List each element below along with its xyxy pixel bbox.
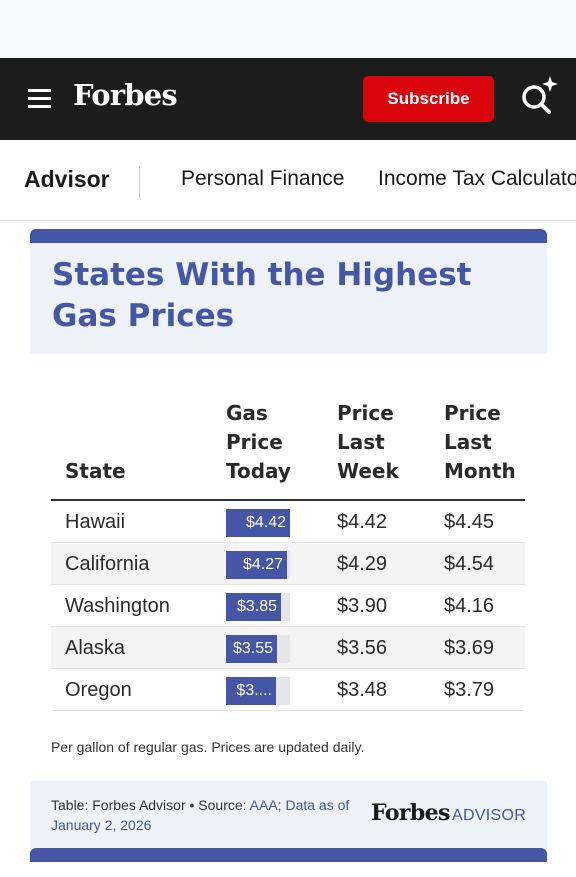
price-last-month-cell: $4.45 — [444, 511, 495, 533]
state-cell: Hawaii — [65, 511, 126, 533]
gas-price-today-label: $3.... — [236, 682, 272, 699]
next-card-top-accent-bar — [30, 848, 547, 862]
price-last-week-cell: $3.48 — [337, 679, 388, 701]
table-row: Alaska $3.55 $3.56 $3.69 — [51, 627, 525, 669]
state-cell: Oregon — [65, 679, 132, 701]
table-header-row: State Gas Price Today Price Last Week Pr… — [51, 400, 525, 501]
price-last-month-cell: $3.69 — [444, 637, 495, 659]
state-cell: Washington — [65, 595, 170, 617]
table-row: Oregon $3.... $3.48 $3.79 — [51, 669, 525, 711]
price-last-month-cell: $4.16 — [444, 595, 495, 617]
column-header-price-last-week: Price Last Week — [337, 401, 399, 483]
gas-price-today-label: $3.55 — [232, 640, 273, 657]
state-cell: Alaska — [65, 637, 126, 659]
subscribe-button[interactable]: Subscribe — [363, 76, 494, 122]
gas-price-today-label: $4.27 — [242, 556, 283, 573]
nav-link-personal-finance[interactable]: Personal Finance — [181, 167, 345, 190]
top-spacer — [0, 0, 576, 58]
card-title: States With the Highest Gas Prices — [52, 257, 472, 334]
gas-price-bar-track: $3.... — [226, 677, 290, 705]
gas-price-bar-track: $3.85 — [226, 593, 290, 621]
masthead: Forbes Subscribe — [0, 58, 576, 140]
gas-price-bar: $4.42 — [226, 509, 290, 537]
forbes-advisor-logo: Forbes — [371, 800, 450, 826]
source-text: Table: Forbes Advisor • Source: AAA; Dat… — [51, 795, 361, 835]
table-row: Washington $3.85 $3.90 $4.16 — [51, 585, 525, 627]
price-last-week-cell: $4.29 — [337, 553, 388, 575]
table-body: Hawaii $4.42 $4.42 $4.45 California $4.27 $4.2… — [51, 501, 525, 711]
gas-price-bar: $4.27 — [226, 551, 287, 579]
price-last-week-cell: $3.56 — [337, 637, 388, 659]
gas-price-today-label: $3.85 — [236, 598, 277, 615]
gas-price-bar: $3.55 — [226, 635, 277, 663]
price-last-month-cell: $3.79 — [444, 679, 495, 701]
table-row: California $4.27 $4.29 $4.54 — [51, 543, 525, 585]
table-footnote: Per gallon of regular gas. Prices are up… — [51, 739, 365, 755]
card-top-accent-bar — [30, 229, 547, 243]
price-last-month-cell: $4.54 — [444, 553, 495, 575]
gas-price-bar: $3.85 — [226, 593, 281, 621]
source-box: Table: Forbes Advisor • Source: AAA; Dat… — [30, 781, 547, 848]
forbes-logo[interactable]: Forbes — [73, 78, 178, 112]
subnav-divider — [139, 166, 140, 198]
gas-price-bar: $3.... — [226, 677, 276, 705]
card-header: States With the Highest Gas Prices — [30, 243, 547, 354]
gas-price-bar-track: $4.42 — [226, 509, 290, 537]
price-last-week-cell: $3.90 — [337, 595, 388, 617]
column-header-state: State — [65, 459, 126, 483]
advisor-subnav: Advisor Personal Finance Income Tax Calc… — [0, 140, 576, 221]
source-link[interactable]: AAA; Data as of January 2, 2026 — [51, 797, 350, 833]
table-row: Hawaii $4.42 $4.42 $4.45 — [51, 501, 525, 543]
advisor-brand-link[interactable]: Advisor — [24, 166, 110, 192]
state-cell: California — [65, 553, 150, 575]
forbes-advisor-logo-suffix: ADVISOR — [452, 807, 527, 824]
search-sparkle-icon[interactable] — [519, 75, 561, 117]
column-header-price-last-month: Price Last Month — [444, 401, 516, 483]
hamburger-menu-icon[interactable] — [28, 89, 51, 108]
gas-price-bar-track: $4.27 — [226, 551, 290, 579]
gas-price-today-label: $4.42 — [245, 514, 286, 531]
gas-price-bar-track: $3.55 — [226, 635, 290, 663]
nav-link-income-tax-calculator[interactable]: Income Tax Calculator — [378, 167, 576, 190]
source-prefix: Table: Forbes Advisor • Source: — [51, 797, 250, 813]
price-last-week-cell: $4.42 — [337, 511, 388, 533]
gas-prices-table: State Gas Price Today Price Last Week Pr… — [51, 400, 525, 711]
column-header-gas-price-today: Gas Price Today — [226, 401, 291, 483]
